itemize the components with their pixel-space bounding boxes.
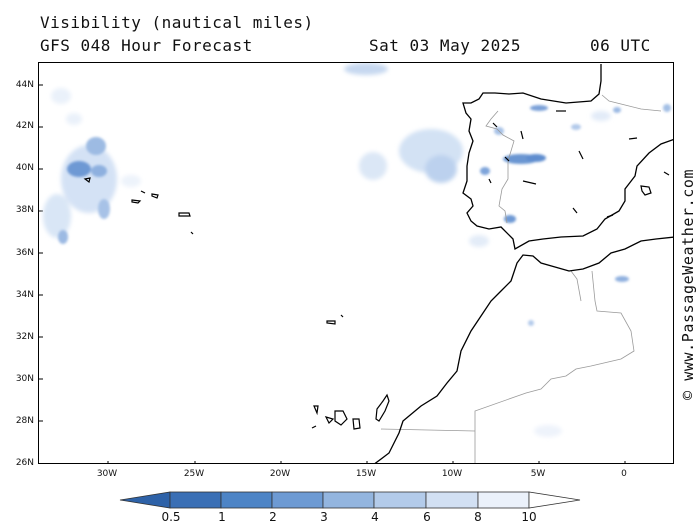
lon-label-0: 0: [621, 469, 627, 479]
lat-label-42n: 42N: [15, 121, 34, 131]
colorbar-label-10: 10: [521, 510, 537, 524]
colorbar-high-arrow: [528, 491, 581, 509]
colorbar-bin-3: [271, 491, 324, 509]
colorbar-bin-5: [373, 491, 427, 509]
colorbar-label-1: 1: [218, 510, 226, 524]
axis-ticks: [39, 84, 626, 463]
map-title: Visibility (nautical miles): [40, 13, 314, 32]
lat-label-28n: 28N: [15, 416, 34, 426]
lon-label-15w: 15W: [355, 469, 377, 479]
lat-label-34n: 34N: [15, 290, 34, 300]
colorbar-label-3: 3: [320, 510, 328, 524]
colorbar-label-4: 4: [371, 510, 379, 524]
visibility-map: [39, 63, 673, 463]
colorbar-label-2: 2: [269, 510, 277, 524]
lat-label-32n: 32N: [15, 332, 34, 342]
lon-label-10w: 10W: [441, 469, 463, 479]
lat-label-38n: 38N: [15, 205, 34, 215]
forecast-date: Sat 03 May 2025: [369, 36, 521, 55]
colorbar-label-8: 8: [474, 510, 482, 524]
visibility-colorbar: [119, 491, 581, 509]
lon-label-30w: 30W: [96, 469, 118, 479]
lat-label-26n: 26N: [15, 458, 34, 468]
haze-areas: [43, 63, 611, 437]
lat-label-40n: 40N: [15, 163, 34, 173]
lon-label-20w: 20W: [269, 469, 291, 479]
colorbar-label-0-5: 0.5: [161, 510, 181, 524]
colorbar-bin-1: [169, 491, 222, 509]
colorbar-bin-4: [322, 491, 375, 509]
colorbar-bin-6: [425, 491, 479, 509]
island-outlines: [83, 110, 670, 430]
lat-label-30n: 30N: [15, 374, 34, 384]
colorbar-low-arrow: [119, 491, 171, 509]
colorbar-label-6: 6: [423, 510, 431, 524]
colorbar-bin-7: [477, 491, 530, 509]
lon-label-5w: 5W: [530, 469, 546, 479]
colorbar-bin-2: [220, 491, 273, 509]
passageweather-credit: © www.PassageWeather.com: [679, 168, 697, 400]
lat-label-44n: 44N: [15, 80, 34, 90]
africa-coastline: [374, 236, 673, 463]
lon-label-25w: 25W: [183, 469, 205, 479]
country-borders: [380, 94, 662, 463]
low-visibility-areas: [58, 104, 671, 326]
iberia-coastline: [462, 64, 673, 251]
map-panel: [38, 62, 674, 464]
forecast-model-label: GFS 048 Hour Forecast: [40, 36, 253, 55]
forecast-time: 06 UTC: [590, 36, 651, 55]
lat-label-36n: 36N: [15, 248, 34, 258]
